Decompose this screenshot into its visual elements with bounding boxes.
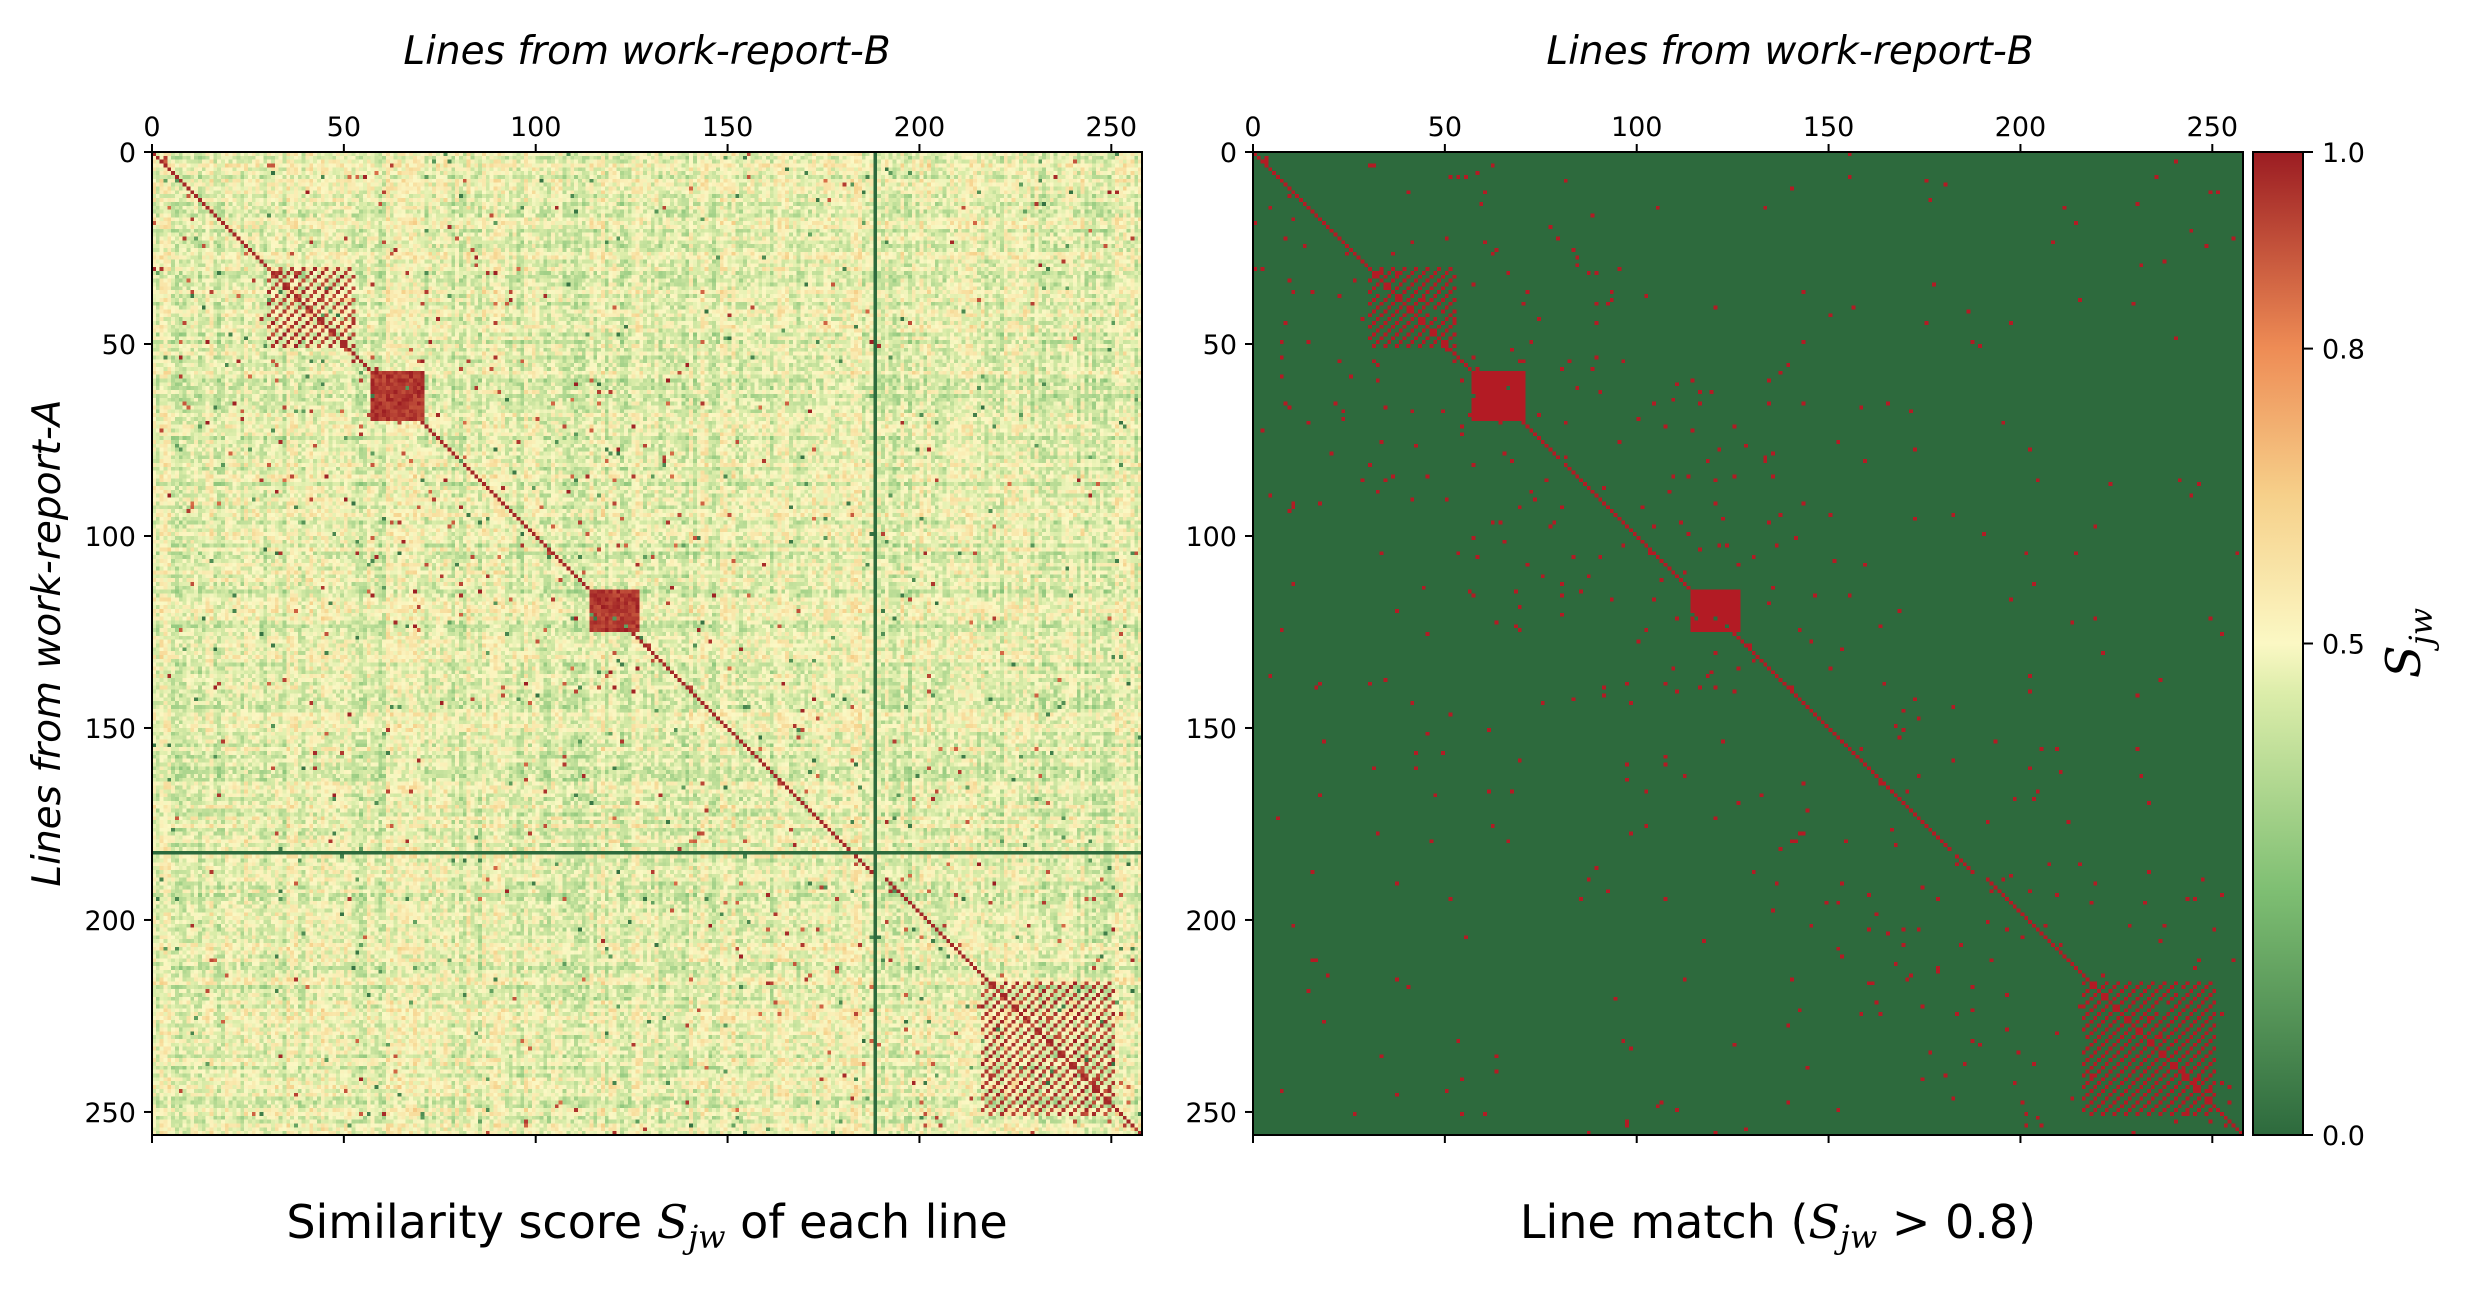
- colorbar-tick-label-1.0: 1.0: [2322, 138, 2365, 169]
- left-x-tick-label-200: 200: [894, 112, 946, 143]
- right-y-tick-label-50: 50: [1203, 330, 1237, 361]
- right-y-tick-label-200: 200: [1185, 906, 1237, 937]
- right-y-tick-label-0: 0: [1220, 138, 1237, 169]
- left-x-tick-label-250: 250: [1086, 112, 1138, 143]
- left-y-tick-label-150: 150: [84, 714, 136, 745]
- right-x-tick-label-0: 0: [1244, 112, 1261, 143]
- colorbar-gradient: [2252, 151, 2304, 1136]
- right-x-ticks: 0 50 100 150 200 250: [1244, 112, 2238, 1143]
- right-caption-subscript: jw: [1834, 1218, 1877, 1256]
- right-caption-suffix: > 0.8): [1877, 1195, 2036, 1249]
- left-heatmap-cells: [152, 152, 1142, 1135]
- right-x-tick-label-100: 100: [1611, 112, 1663, 143]
- left-caption: Similarity score Sjw of each line: [286, 1195, 1007, 1256]
- left-x-tick-label-100: 100: [510, 112, 562, 143]
- right-caption: Line match (Sjw > 0.8): [1520, 1195, 2036, 1256]
- right-y-tick-label-150: 150: [1185, 714, 1237, 745]
- right-x-tick-label-250: 250: [2187, 112, 2239, 143]
- right-x-tick-label-200: 200: [1995, 112, 2047, 143]
- left-y-tick-label-200: 200: [84, 906, 136, 937]
- left-x-axis-title: Lines from work-report-B: [403, 29, 890, 74]
- right-x-tick-label-50: 50: [1428, 112, 1462, 143]
- left-caption-subscript: jw: [682, 1218, 725, 1256]
- left-caption-prefix: Similarity score: [286, 1195, 656, 1249]
- left-x-ticks: 0 50 100 150 200 250: [143, 112, 1137, 1143]
- colorbar-ticks: 1.0 0.8 0.5 0.0: [2303, 138, 2365, 1152]
- right-y-tick-label-100: 100: [1185, 522, 1237, 553]
- right-heatmap-panel: 0 50 100 150 200 250 0 50 100 150 200 250 Lines fr…: [1185, 29, 2244, 1256]
- colorbar-tick-label-0.0: 0.0: [2322, 1121, 2365, 1152]
- left-y-axis-title: Lines from work-report-A: [25, 399, 70, 886]
- left-y-tick-label-50: 50: [102, 330, 136, 361]
- left-x-tick-label-50: 50: [327, 112, 361, 143]
- left-y-ticks: 0 50 100 150 200 250: [84, 138, 152, 1129]
- left-x-tick-label-0: 0: [143, 112, 160, 143]
- colorbar-label-subscript: jw: [2402, 608, 2440, 651]
- right-caption-symbol: S: [1808, 1195, 1840, 1249]
- left-x-tick-label-150: 150: [702, 112, 754, 143]
- right-x-tick-label-150: 150: [1803, 112, 1855, 143]
- left-caption-symbol: S: [657, 1195, 689, 1249]
- colorbar: 1.0 0.8 0.5 0.0 Sjw: [2252, 138, 2440, 1152]
- right-y-tick-label-250: 250: [1185, 1098, 1237, 1129]
- left-y-tick-label-250: 250: [84, 1098, 136, 1129]
- right-heatmap-cells: [1253, 152, 2243, 1135]
- left-heatmap-panel: 0 50 100 150 200 250 0 50 100 150 200 250 Lines fr…: [25, 29, 1143, 1256]
- right-caption-prefix: Line match (: [1520, 1195, 1809, 1249]
- left-heatmap-canvas-wrap: [152, 152, 1142, 1135]
- colorbar-label: Sjw: [2376, 608, 2440, 678]
- left-y-tick-label-100: 100: [84, 522, 136, 553]
- left-caption-suffix: of each line: [726, 1195, 1008, 1249]
- left-plot-frame: [151, 151, 1143, 1136]
- right-plot-frame: [1252, 151, 2244, 1136]
- colorbar-tick-label-0.5: 0.5: [2322, 630, 2365, 661]
- right-x-axis-title: Lines from work-report-B: [1546, 29, 2033, 74]
- colorbar-tick-label-0.8: 0.8: [2322, 335, 2365, 366]
- left-y-tick-label-0: 0: [119, 138, 136, 169]
- colorbar-label-symbol: S: [2376, 645, 2432, 678]
- right-heatmap-canvas-wrap: [1253, 152, 2243, 1135]
- right-y-ticks: 0 50 100 150 200 250: [1185, 138, 1253, 1129]
